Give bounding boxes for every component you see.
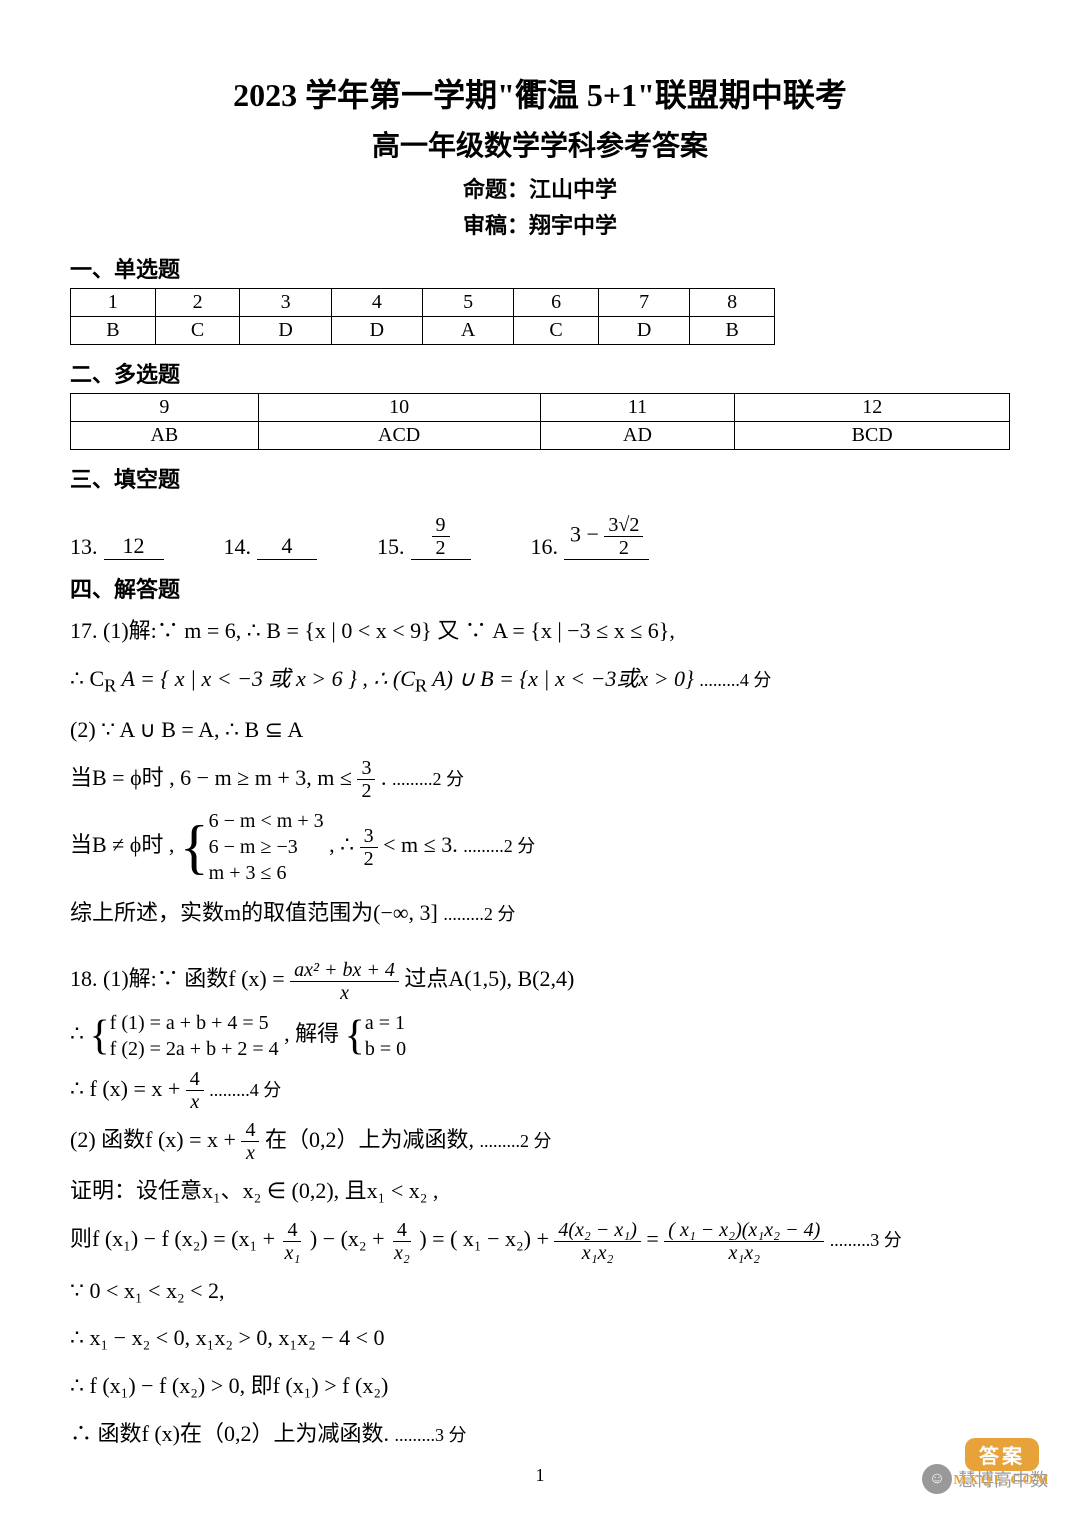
title-main: 2023 学年第一学期"衢温 5+1"联盟期中联考	[70, 70, 1010, 116]
q-num: 16.	[531, 534, 559, 560]
td: ACD	[258, 422, 540, 450]
q17-line2: ∴ CR A = { x | x < −3 或 x > 6 } , ∴ (CR …	[70, 658, 1010, 703]
q17-line6: 综上所述，实数m的取值范围为(−∞, 3] .........2 分	[70, 892, 1010, 934]
q18-line8: ∴ x₁ − x₂ < 0, x₁x₂ > 0, x₁x₂ − 4 < 0	[70, 1317, 1010, 1359]
table-row: 1 2 3 4 5 6 7 8	[71, 289, 775, 317]
td: B	[690, 317, 775, 345]
prefix: 3 −	[570, 522, 599, 547]
q18-line4: (2) 函数f (x) = x + 4x 在（0,2）上为减函数, ......…	[70, 1119, 1010, 1164]
td: C	[155, 317, 240, 345]
q18-line9: ∴ f (x₁) − f (x₂) > 0, 即f (x₁) > f (x₂)	[70, 1365, 1010, 1407]
q18-line2: ∴ { f (1) = a + b + 4 = 5 f (2) = 2a + b…	[70, 1010, 1010, 1062]
q18-line1: 18. (1)解:∵ 函数f (x) = ax² + bx + 4x 过点A(1…	[70, 958, 1010, 1003]
td: AB	[71, 422, 259, 450]
fillblank-16: 16. 3 − 3√22	[531, 514, 650, 560]
q18-line6: 则f (x₁) − f (x₂) = (x₁ + 4x₁ ) − (x₂ + 4…	[70, 1218, 1010, 1263]
fillblank-15: 15. 92	[377, 514, 471, 560]
score: .........2 分	[463, 836, 535, 856]
stamp-top: 答案	[965, 1438, 1039, 1471]
score: .........3 分	[830, 1230, 902, 1250]
frac-num: 3√2	[604, 514, 643, 537]
title-sub: 高一年级数学学科参考答案	[70, 124, 1010, 164]
th: 3	[240, 289, 331, 317]
td: AD	[540, 422, 735, 450]
th: 6	[514, 289, 599, 317]
score: .........4 分	[699, 670, 771, 690]
th: 12	[735, 394, 1010, 422]
table-row: B C D D A C D B	[71, 317, 775, 345]
q18-line10: ∴ 函数f (x)在（0,2）上为减函数. .........3 分	[70, 1413, 1010, 1455]
th: 8	[690, 289, 775, 317]
section-multi-choice-header: 二、多选题	[70, 357, 1010, 389]
q17-line5: 当B ≠ ϕ时 , { 6 − m < m + 3 6 − m ≥ −3 m +…	[70, 808, 1010, 886]
q18-line5: 证明：设任意x₁、x₂ ∈ (0,2), 且x₁ < x₂ ,	[70, 1170, 1010, 1212]
td: B	[71, 317, 156, 345]
q17-line3: (2) ∵ A ∪ B = A, ∴ B ⊆ A	[70, 709, 1010, 751]
author-line-1: 命题：江山中学	[70, 172, 1010, 204]
section-solve-header: 四、解答题	[70, 572, 1010, 604]
score: .........2 分	[443, 904, 515, 924]
th: 10	[258, 394, 540, 422]
frac-den: 2	[432, 537, 450, 559]
score: .........4 分	[209, 1080, 281, 1100]
th: 11	[540, 394, 735, 422]
q-num: 13.	[70, 534, 98, 560]
td: D	[331, 317, 422, 345]
stamp-bottom: MXQE.COM	[953, 1473, 1050, 1489]
td: BCD	[735, 422, 1010, 450]
fillblank-row: 13. 12 14. 4 15. 92 16. 3 − 3√22	[70, 514, 1010, 560]
q-num: 14.	[224, 534, 252, 560]
q18-block: 18. (1)解:∵ 函数f (x) = ax² + bx + 4x 过点A(1…	[70, 958, 1010, 1455]
section-single-choice-header: 一、单选题	[70, 252, 1010, 284]
q-ans: 12	[104, 533, 164, 560]
q17-line4: 当B = ϕ时 , 6 − m ≥ m + 3, m ≤ 32 . ......…	[70, 757, 1010, 802]
td: D	[240, 317, 331, 345]
stamp: 答案 MXQE.COM	[942, 1428, 1062, 1498]
q17-line1: 17. (1)解:∵ m = 6, ∴ B = {x | 0 < x < 9} …	[70, 610, 1010, 652]
q18-line7: ∵ 0 < x₁ < x₂ < 2,	[70, 1270, 1010, 1312]
q-ans: 3 − 3√22	[564, 514, 649, 560]
th: 9	[71, 394, 259, 422]
table-row: AB ACD AD BCD	[71, 422, 1010, 450]
score: .........2 分	[479, 1131, 551, 1151]
th: 5	[422, 289, 513, 317]
score: .........3 分	[394, 1425, 466, 1445]
score: .........2 分	[392, 769, 464, 789]
author-line-2: 审稿：翔宇中学	[70, 208, 1010, 240]
fillblank-13: 13. 12	[70, 533, 164, 560]
frac-num: 9	[432, 514, 450, 537]
q-ans: 4	[257, 533, 317, 560]
single-choice-table: 1 2 3 4 5 6 7 8 B C D D A C D B	[70, 288, 775, 345]
q-num: 15.	[377, 534, 405, 560]
td: C	[514, 317, 599, 345]
multi-choice-table: 9 10 11 12 AB ACD AD BCD	[70, 393, 1010, 450]
page-number: 1	[536, 1465, 545, 1486]
fillblank-14: 14. 4	[224, 533, 318, 560]
table-row: 9 10 11 12	[71, 394, 1010, 422]
frac-den: 2	[615, 537, 633, 559]
q-ans: 92	[411, 514, 471, 560]
q18-line3: ∴ f (x) = x + 4x .........4 分	[70, 1068, 1010, 1113]
th: 2	[155, 289, 240, 317]
td: A	[422, 317, 513, 345]
td: D	[598, 317, 689, 345]
th: 7	[598, 289, 689, 317]
th: 4	[331, 289, 422, 317]
q17-block: 17. (1)解:∵ m = 6, ∴ B = {x | 0 < x < 9} …	[70, 610, 1010, 934]
th: 1	[71, 289, 156, 317]
section-fillblank-header: 三、填空题	[70, 462, 1010, 494]
